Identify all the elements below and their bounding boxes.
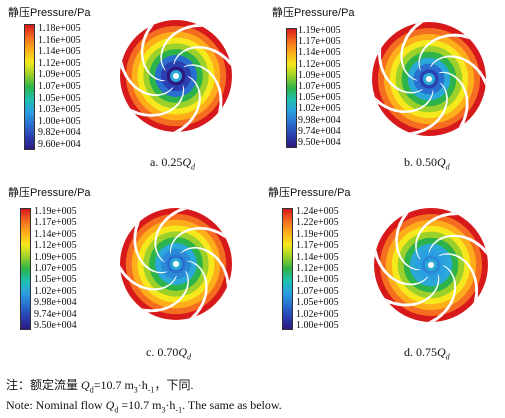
- impeller-blade: [384, 274, 440, 307]
- panel-caption: c. 0.70Qd: [146, 345, 191, 362]
- shaft-hole: [427, 261, 435, 269]
- tick-label: 9.98e+004: [34, 297, 77, 309]
- impeller-blade: [130, 85, 185, 117]
- tick-label: 1.09e+005: [298, 69, 341, 81]
- tick-label: 1.09e+005: [34, 251, 77, 263]
- impeller-blade: [154, 208, 188, 263]
- impeller-blade: [418, 33, 470, 71]
- shaft-hole: [425, 75, 433, 83]
- tick-label: 1.24e+005: [296, 206, 339, 217]
- tick-label: 1.14e+005: [298, 47, 341, 59]
- tick-label: 1.14e+005: [296, 251, 339, 263]
- tick-label: 1.00e+005: [38, 115, 81, 127]
- tick-label: 1.07e+005: [298, 81, 341, 92]
- tick-label: 1.17e+005: [34, 217, 77, 229]
- impeller-blade: [428, 265, 457, 322]
- legend-title: 静压Pressure/Pa: [268, 187, 351, 199]
- tick-label: 1.14e+005: [34, 228, 77, 240]
- tick-label: 9.50e+004: [34, 320, 77, 331]
- tick-label: 1.05e+005: [296, 297, 339, 309]
- tick-label: 9.74e+004: [298, 125, 341, 137]
- impeller-blade: [415, 212, 459, 260]
- tick-label: 9.82e+004: [38, 127, 81, 139]
- pressure-contour-disc: [374, 208, 488, 322]
- impeller-blade: [133, 221, 168, 274]
- panel-caption: a. 0.25Qd: [150, 155, 195, 172]
- tick-label: 1.18e+005: [38, 23, 81, 34]
- tick-label: 1.12e+005: [296, 263, 339, 274]
- tick-label: 1.03e+005: [38, 104, 81, 116]
- tick-label: 1.22e+005: [296, 217, 339, 229]
- tick-label: 9.98e+004: [298, 114, 341, 126]
- colorbar: [286, 28, 297, 148]
- impeller-blade: [428, 234, 488, 256]
- tick-label: 1.05e+005: [298, 92, 341, 104]
- impeller-blade: [400, 22, 424, 81]
- pressure-contour-disc: [372, 22, 486, 136]
- note-chinese: 注：额定流量 Qd=10.7 m3·h-1，下同.: [6, 378, 194, 395]
- impeller-blade: [142, 270, 189, 313]
- tick-label: 1.09e+005: [38, 69, 81, 81]
- shaft-hole: [173, 73, 179, 79]
- tick-label: 1.00e+005: [296, 320, 339, 331]
- tick-label: 1.12e+005: [298, 58, 341, 70]
- impeller-blade: [409, 82, 448, 135]
- impeller-blade: [173, 76, 201, 132]
- panel-caption: b. 0.50Qd: [404, 155, 450, 172]
- tick-label: 1.02e+005: [34, 285, 77, 297]
- tick-label: 9.74e+004: [34, 308, 77, 320]
- tick-label: 1.14e+005: [38, 46, 81, 58]
- note-english: Note: Nominal flow Qd =10.7 m3·h-1. The …: [6, 398, 282, 415]
- impeller-blade: [180, 246, 230, 288]
- pressure-contour-disc: [120, 208, 232, 320]
- tick-label: 1.05e+005: [38, 92, 81, 104]
- impeller-blade: [160, 23, 203, 71]
- legend-title: 静压Pressure/Pa: [8, 187, 91, 199]
- colorbar: [24, 24, 35, 150]
- tick-label: 9.60e+004: [38, 139, 81, 150]
- tick-label: 1.12e+005: [38, 57, 81, 69]
- impeller-blade: [438, 253, 479, 303]
- legend-title: 静压Pressure/Pa: [272, 7, 355, 19]
- impeller-blade: [374, 90, 434, 113]
- tick-label: 1.17e+005: [298, 36, 341, 48]
- panel-caption: d. 0.75Qd: [404, 345, 450, 362]
- impeller-blade: [429, 55, 486, 87]
- tick-label: 1.19e+005: [298, 25, 341, 36]
- tick-label: 1.19e+005: [34, 206, 77, 217]
- tick-label: 1.07e+005: [296, 285, 339, 297]
- impeller-blade: [187, 260, 208, 319]
- tick-label: 1.07e+005: [34, 263, 77, 274]
- tick-label: 9.50e+004: [298, 137, 341, 148]
- pressure-contour-disc: [120, 20, 232, 132]
- tick-label: 1.07e+005: [38, 81, 81, 92]
- tick-label: 1.17e+005: [296, 240, 339, 252]
- tick-label: 1.16e+005: [38, 34, 81, 46]
- legend-title: 静压Pressure/Pa: [8, 7, 91, 19]
- impeller-blade: [173, 46, 232, 67]
- tick-label: 1.05e+005: [34, 274, 77, 286]
- tick-label: 1.12e+005: [34, 240, 77, 252]
- shaft-hole: [173, 261, 179, 267]
- colorbar: [20, 208, 31, 330]
- impeller-blade: [183, 64, 223, 114]
- tick-label: 1.02e+005: [298, 103, 341, 115]
- tick-label: 1.02e+005: [296, 308, 339, 320]
- colorbar: [282, 208, 293, 330]
- impeller-blade: [120, 265, 177, 291]
- impeller-blade: [377, 48, 423, 94]
- tick-label: 1.19e+005: [296, 228, 339, 240]
- tick-label: 1.10e+005: [296, 274, 339, 286]
